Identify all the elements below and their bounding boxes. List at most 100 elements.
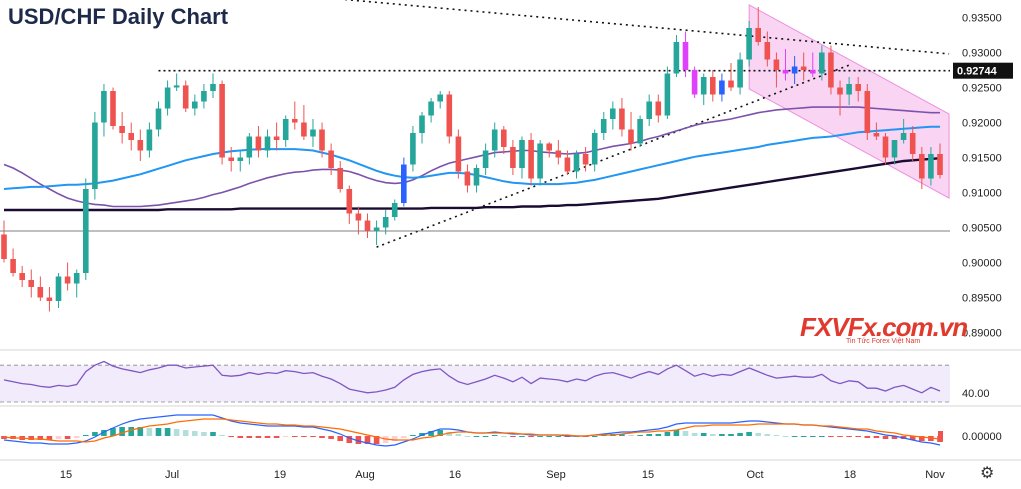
macd-histogram-bar — [292, 436, 298, 437]
moving-average-mid — [3, 125, 940, 190]
candle — [219, 80, 225, 165]
x-tick-label: 15 — [642, 469, 654, 481]
macd-histogram-bar — [310, 436, 316, 437]
candle — [791, 56, 798, 84]
rising-trendline — [376, 64, 850, 248]
macd-histogram-bar — [210, 432, 216, 436]
candle — [619, 98, 625, 137]
candle — [819, 45, 825, 81]
candle — [146, 122, 153, 158]
candle-body — [373, 227, 380, 231]
macd-histogram-bar — [909, 436, 916, 440]
signal-line — [3, 418, 941, 443]
candle-body — [37, 287, 44, 298]
candle-body — [182, 85, 189, 109]
candle-body — [882, 136, 889, 158]
candle-body — [55, 276, 62, 301]
candle — [900, 119, 907, 144]
candle-body — [582, 154, 589, 165]
candle-body — [673, 42, 680, 74]
candle — [491, 122, 498, 158]
candle-body — [246, 136, 253, 158]
candle — [364, 213, 371, 238]
candle-body — [210, 84, 216, 91]
macd-histogram-bar — [773, 435, 780, 436]
candle-body — [873, 133, 880, 137]
candle-body — [919, 154, 925, 179]
candle-body — [192, 101, 198, 109]
candle — [891, 140, 898, 165]
candle-body — [355, 213, 362, 221]
candle-body — [909, 133, 916, 154]
candle — [937, 143, 943, 179]
candle — [410, 126, 416, 172]
candle-body — [473, 168, 480, 186]
candle — [600, 112, 607, 140]
candle — [382, 210, 389, 235]
macd-histogram-bar — [837, 436, 843, 437]
candle — [310, 119, 316, 147]
candle-body — [128, 133, 134, 140]
candle-body — [800, 66, 807, 70]
candle — [328, 143, 334, 175]
macd-histogram-bar — [246, 436, 253, 438]
macd-histogram-bar — [264, 436, 271, 438]
resistance-trendline — [341, 0, 950, 55]
candle — [746, 21, 752, 67]
macd-histogram-bar — [791, 436, 798, 437]
candle — [710, 70, 716, 102]
macd-histogram-bar — [282, 436, 289, 437]
candle-body — [401, 164, 407, 203]
y-tick-label: 0.90500 — [962, 223, 1002, 235]
macd-histogram-bar — [800, 436, 807, 437]
candle-body — [319, 129, 325, 151]
candle — [192, 94, 198, 116]
candle — [673, 35, 680, 77]
candle — [537, 140, 543, 186]
macd-histogram-bar — [364, 436, 371, 444]
candle-body — [73, 273, 80, 284]
candle — [837, 80, 843, 116]
macd-histogram-bar — [92, 432, 98, 436]
macd-histogram-bar — [764, 434, 771, 436]
macd-histogram-bar — [782, 436, 789, 437]
macd-histogram-bar — [691, 433, 698, 436]
chart-title: USD/CHF Daily Chart — [8, 4, 229, 29]
candle — [909, 126, 916, 161]
candle-body — [746, 28, 752, 60]
macd-histogram-bar — [164, 428, 171, 436]
macd-histogram-bar — [755, 433, 761, 436]
macd-histogram-bar — [682, 431, 689, 436]
macd-tick-label: 0.00000 — [962, 431, 1002, 443]
macd-histogram-bar — [410, 435, 416, 436]
candle-body — [555, 150, 562, 158]
macd-histogram-bar — [391, 436, 398, 441]
candle-body — [564, 157, 571, 172]
macd-histogram-bar — [373, 436, 380, 444]
candle-body — [464, 171, 471, 186]
candle — [691, 66, 698, 98]
candle — [800, 52, 807, 81]
candle-body — [19, 273, 25, 280]
rsi-band — [0, 365, 950, 402]
candle — [355, 206, 362, 235]
candle — [83, 178, 89, 280]
macd-histogram-bar — [237, 436, 244, 438]
candle — [828, 45, 834, 95]
x-tick-label: Aug — [355, 469, 375, 481]
x-tick-label: Sep — [546, 469, 566, 481]
price-axis-strip — [950, 0, 1021, 484]
candle-body — [855, 84, 861, 91]
candle-body — [110, 91, 116, 126]
macd-histogram-bar — [537, 436, 543, 437]
candle-body — [719, 80, 725, 95]
candle-body — [337, 168, 343, 189]
candle — [646, 94, 652, 126]
candle — [455, 129, 462, 179]
macd-histogram-bar — [664, 432, 671, 436]
candle — [446, 91, 453, 144]
candle — [337, 161, 343, 193]
gear-icon[interactable]: ⚙ — [980, 465, 995, 482]
candle-body — [92, 122, 98, 189]
